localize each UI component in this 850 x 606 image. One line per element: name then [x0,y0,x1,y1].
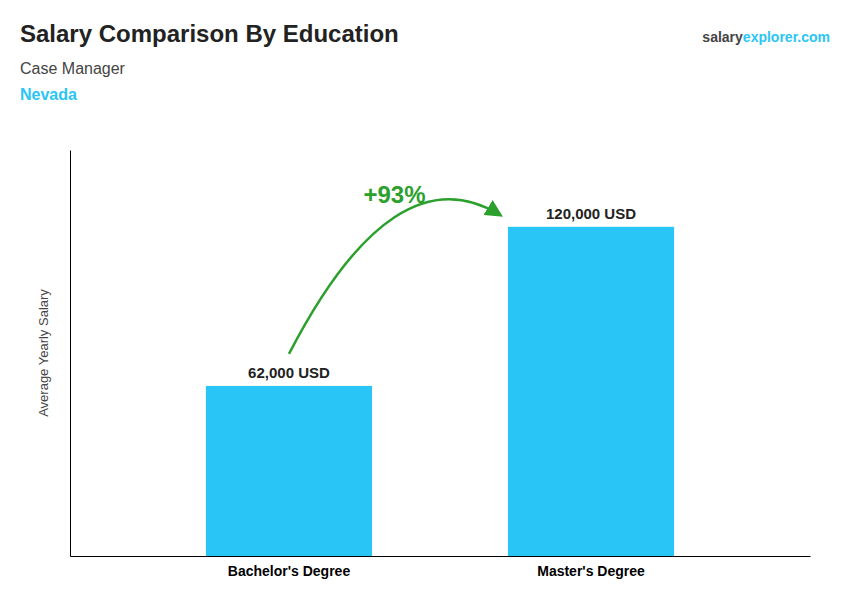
bar [508,227,674,556]
x-tick: Bachelor's Degree [228,556,351,579]
data-label: 120,000 USD [546,205,636,222]
change-arrow [289,199,500,354]
data-labels: 62,000 USD 120,000 USD [248,205,636,381]
change-label: +93% [363,181,425,208]
bars [206,227,674,556]
bar [206,386,372,556]
y-axis-title: Average Yearly Salary [36,289,51,417]
x-axis-line [71,556,811,557]
subtitle: Case Manager [20,60,126,77]
y-axis-line [70,151,71,557]
x-axis: Bachelor's Degree Master's Degree [71,556,811,579]
chart-svg: Salary Comparison By Education Case Manag… [0,0,850,606]
watermark-part: salary [702,29,743,45]
x-tick-label: Master's Degree [537,563,645,579]
location-label: Nevada [20,86,77,103]
title: Salary Comparison By Education [20,20,399,47]
data-label: 62,000 USD [248,364,330,381]
watermark-part: explorer.com [743,29,830,45]
x-tick-label: Bachelor's Degree [228,563,351,579]
y-axis [70,151,71,557]
watermark: salaryexplorer.com [702,29,830,45]
x-tick: Master's Degree [537,556,645,579]
